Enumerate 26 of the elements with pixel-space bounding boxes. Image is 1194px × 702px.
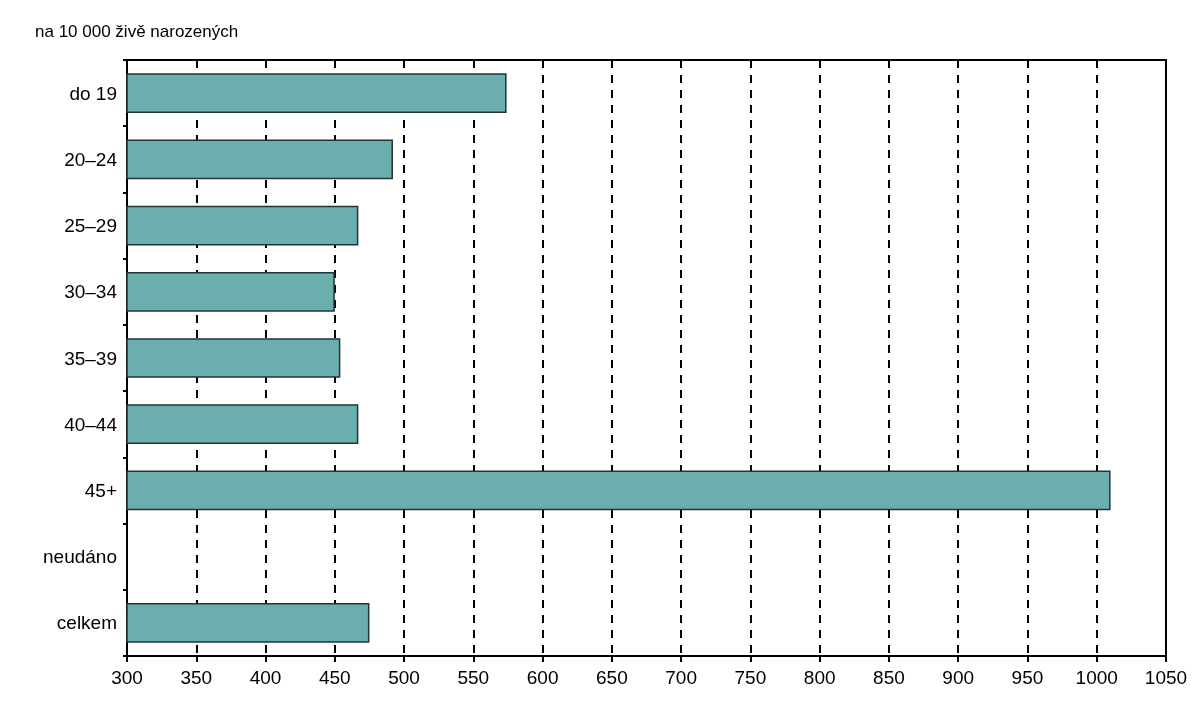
- x-tick-label: 300: [111, 667, 143, 688]
- x-tick-label: 1000: [1075, 667, 1118, 688]
- x-tick-label: 700: [665, 667, 697, 688]
- x-tick-label: 800: [803, 667, 836, 688]
- x-tick-label: 850: [873, 667, 905, 688]
- y-tick-label: neudáno: [43, 546, 117, 568]
- x-tick-label: 900: [942, 667, 975, 688]
- y-tick-label: do 19: [69, 82, 117, 104]
- y-tick-label: 25–29: [64, 215, 117, 237]
- x-tick-label: 550: [457, 667, 490, 688]
- y-tick-label: 40–44: [64, 413, 118, 435]
- chart-title: na 10 000 živě narozených: [35, 22, 239, 41]
- x-tick-label: 450: [318, 667, 351, 688]
- x-tick-label: 750: [734, 667, 767, 688]
- x-tick-label: 600: [526, 667, 559, 688]
- x-tick-label: 350: [180, 667, 213, 688]
- x-tick-label: 400: [249, 667, 282, 688]
- x-tick-label: 950: [1011, 667, 1044, 688]
- y-tick-label: 30–34: [64, 281, 118, 303]
- x-tick-label: 650: [596, 667, 628, 688]
- y-tick-label: celkem: [56, 612, 117, 634]
- x-tick-label: 500: [388, 667, 420, 688]
- y-tick-label: 35–39: [64, 347, 117, 369]
- y-tick-label: 45+: [84, 479, 117, 501]
- x-tick-label: 1050: [1144, 667, 1188, 688]
- y-tick-label: 20–24: [64, 148, 118, 170]
